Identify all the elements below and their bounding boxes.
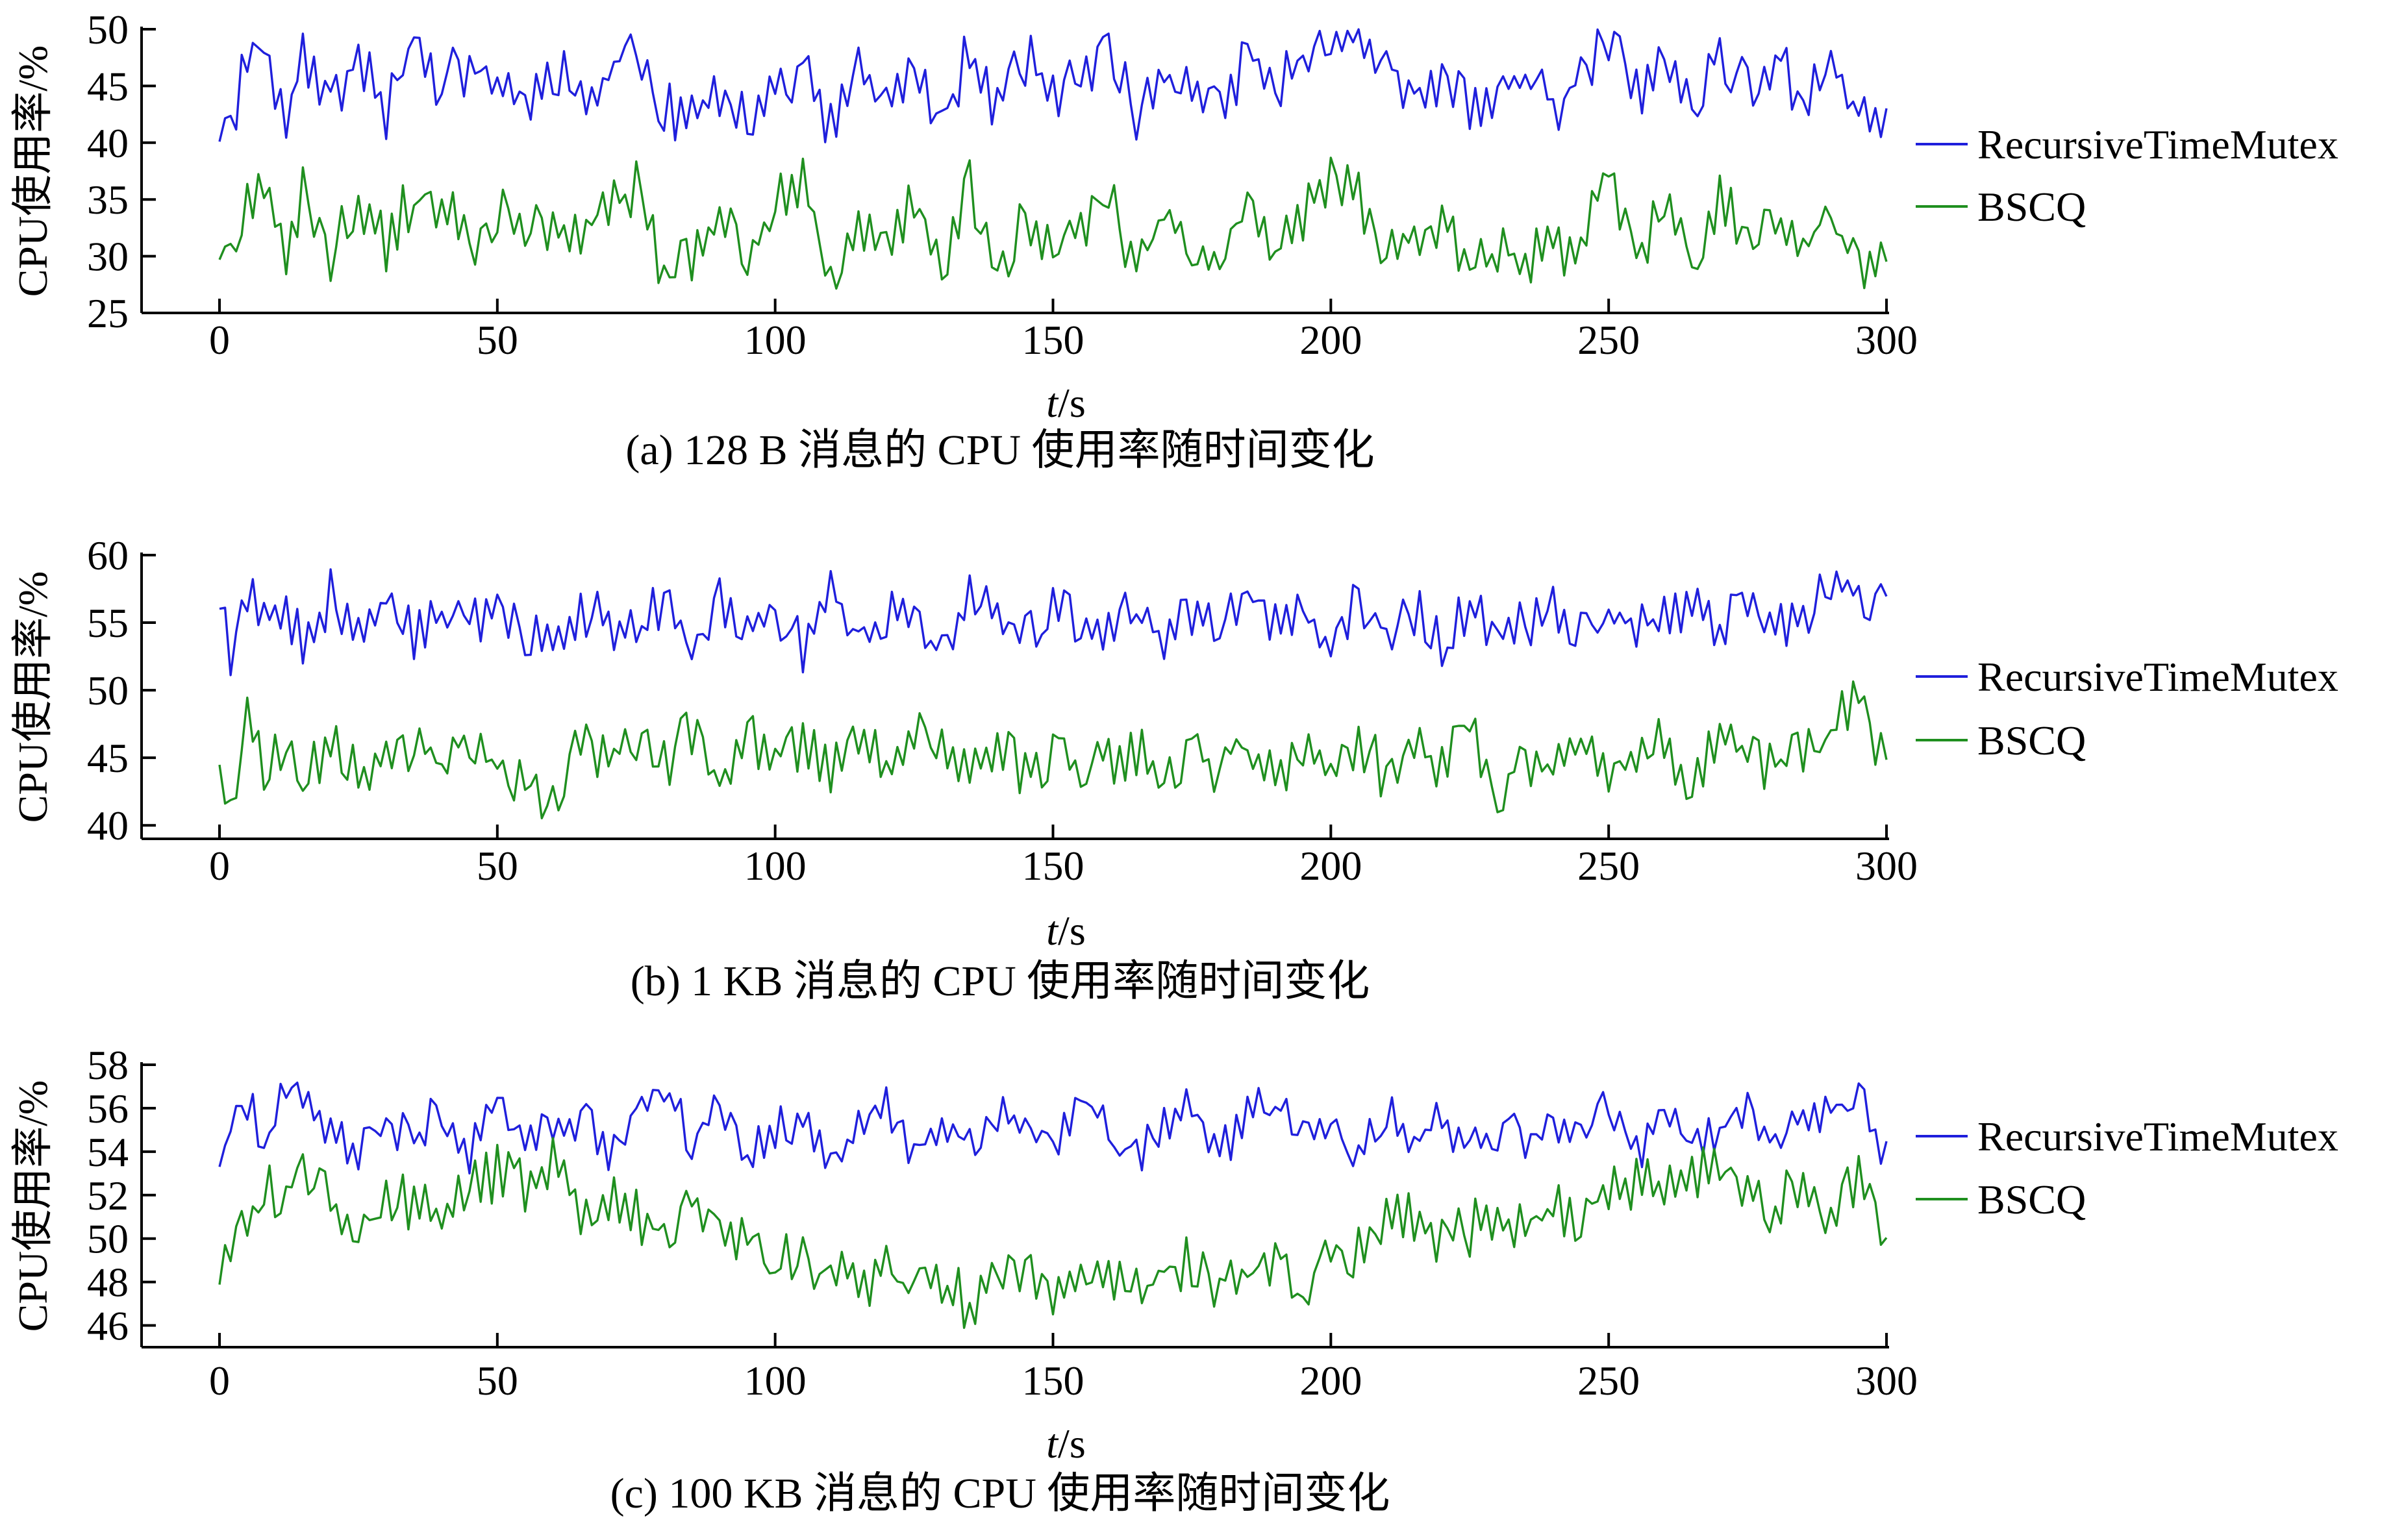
- x-tick-label: 50: [477, 843, 518, 889]
- x-axis-label: t/s: [1046, 1421, 1085, 1467]
- x-axis-label: t/s: [1046, 380, 1085, 426]
- legend-label: BSCQ: [1977, 1176, 2086, 1223]
- series-line-bscq: [218, 156, 1888, 290]
- x-tick-label: 100: [744, 1358, 807, 1404]
- legend-label: BSCQ: [1977, 717, 2086, 764]
- x-tick-label: 300: [1855, 317, 1918, 363]
- chart-panel-b: 40 45 50 55 60 0 50 100 150 200 250 300 CPU使用率/% t/s R…: [10, 532, 2338, 1005]
- y-tick-label: 50: [87, 667, 129, 714]
- y-tick-label: 58: [87, 1042, 129, 1088]
- figure-caption: (c) 100 KB 消息的 CPU 使用率随时间变化: [610, 1470, 1390, 1517]
- series-line-recursivetimemutex: [218, 28, 1888, 143]
- x-tick-label: 50: [477, 1358, 518, 1404]
- x-tick-label: 200: [1299, 1358, 1362, 1404]
- y-tick-label: 52: [87, 1173, 129, 1219]
- y-tick-label: 45: [87, 735, 129, 781]
- y-axis-label: CPU使用率/%: [10, 571, 56, 823]
- y-tick-label: 50: [87, 1216, 129, 1262]
- legend-label: BSCQ: [1977, 184, 2086, 230]
- x-tick-label: 150: [1022, 1358, 1084, 1404]
- x-tick-label: 0: [209, 1358, 230, 1404]
- y-tick-label: 50: [87, 6, 129, 53]
- y-tick-label: 45: [87, 63, 129, 109]
- series-line-recursivetimemutex: [218, 1081, 1888, 1175]
- chart-panel-a: 25 30 35 40 45 50 0 50 100 150 200 250 300 CPU使用率/% t/…: [10, 6, 2338, 474]
- y-tick-label: 56: [87, 1086, 129, 1132]
- x-tick-label: 100: [744, 843, 807, 889]
- x-tick-label: 50: [477, 317, 518, 363]
- x-tick-label: 150: [1022, 843, 1084, 889]
- x-axis-label: t/s: [1046, 908, 1085, 954]
- legend-label: RecursiveTimeMutex: [1977, 1113, 2338, 1160]
- x-tick-label: 300: [1855, 843, 1918, 889]
- legend-label: RecursiveTimeMutex: [1977, 121, 2338, 168]
- y-tick-label: 30: [87, 234, 129, 280]
- x-tick-label: 250: [1577, 317, 1640, 363]
- y-tick-label: 25: [87, 290, 129, 336]
- y-tick-label: 48: [87, 1260, 129, 1306]
- x-tick-label: 100: [744, 317, 807, 363]
- x-tick-label: 200: [1299, 317, 1362, 363]
- x-tick-label: 150: [1022, 317, 1084, 363]
- x-tick-label: 250: [1577, 843, 1640, 889]
- y-axis-label: CPU使用率/%: [10, 1080, 56, 1332]
- series-line-recursivetimemutex: [219, 568, 1888, 677]
- series-line-bscq: [218, 680, 1888, 820]
- figure-caption: (a) 128 B 消息的 CPU 使用率随时间变化: [625, 427, 1374, 474]
- y-axis-label: CPU使用率/%: [10, 45, 56, 297]
- y-tick-label: 54: [87, 1129, 129, 1175]
- series-line-bscq: [218, 1137, 1888, 1329]
- y-tick-label: 60: [87, 532, 129, 578]
- figure-caption: (b) 1 KB 消息的 CPU 使用率随时间变化: [631, 958, 1370, 1005]
- y-tick-label: 46: [87, 1303, 129, 1349]
- y-tick-label: 40: [87, 120, 129, 166]
- y-tick-label: 40: [87, 802, 129, 849]
- x-tick-label: 200: [1299, 843, 1362, 889]
- y-tick-label: 55: [87, 600, 129, 646]
- x-tick-label: 0: [209, 317, 230, 363]
- legend-label: RecursiveTimeMutex: [1977, 654, 2338, 700]
- x-tick-label: 300: [1855, 1358, 1918, 1404]
- x-tick-label: 0: [209, 843, 230, 889]
- x-tick-label: 250: [1577, 1358, 1640, 1404]
- y-tick-label: 35: [87, 177, 129, 223]
